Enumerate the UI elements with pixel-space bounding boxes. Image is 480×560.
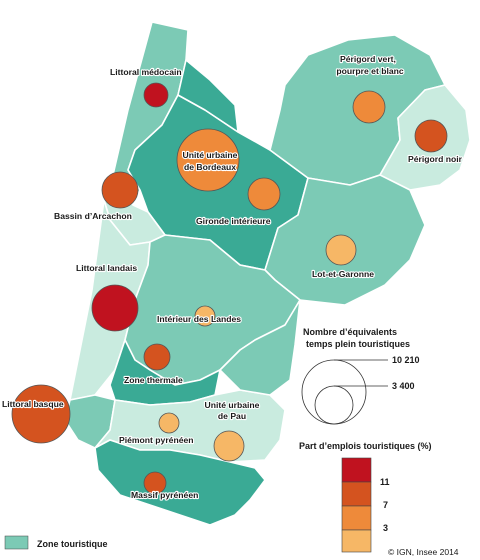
share-legend-swatch-low — [341, 529, 372, 553]
label-littoral-medocain: Littoral médocain — [110, 67, 182, 77]
bubble-littoral-landais — [91, 284, 139, 332]
label-littoral-landais: Littoral landais — [76, 263, 137, 273]
size-legend-big-circle — [301, 359, 367, 425]
bubble-pau — [213, 430, 245, 462]
zone-medoc-interior — [177, 59, 239, 133]
size-legend-small-circle — [314, 385, 354, 425]
share-legend-break-3: 3 — [383, 523, 388, 533]
bubble-piemont-pyreneen — [158, 412, 180, 434]
bubble-gironde-interieure — [247, 177, 281, 211]
bubble-interieur-landes — [194, 305, 216, 327]
label-pau-2: de Pau — [218, 411, 246, 421]
share-legend-break-7: 7 — [383, 500, 388, 510]
zone-legend: Zone touristique — [4, 535, 108, 550]
size-legend-title-1: Nombre d’équivalents — [303, 327, 397, 337]
size-legend: Nombre d’équivalents temps plein tourist… — [301, 327, 420, 425]
size-legend-small-value: 3 400 — [392, 381, 415, 391]
size-legend-big-value: 10 210 — [392, 355, 420, 365]
bubble-littoral-medocain — [143, 82, 169, 108]
bubble-bassin-arcachon — [101, 171, 139, 209]
bubbles — [11, 82, 448, 495]
bubble-bordeaux — [176, 128, 240, 192]
label-perigord-vert-2: pourpre et blanc — [336, 66, 404, 76]
label-massif-pyreneen: Massif pyrénéen — [131, 490, 198, 500]
label-lot-et-garonne: Lot-et-Garonne — [312, 269, 374, 279]
label-bassin-arcachon: Bassin d’Arcachon — [54, 211, 132, 221]
zone-legend-label: Zone touristique — [37, 539, 108, 549]
share-legend-title: Part d’emplois touristiques (%) — [299, 441, 432, 451]
bubble-perigord-noir — [414, 119, 448, 153]
share-legend: Part d’emplois touristiques (%) 11 7 3 — [299, 441, 432, 553]
bubble-littoral-basque — [11, 384, 71, 444]
share-legend-swatch-7 — [341, 481, 372, 507]
share-legend-swatch-3 — [341, 505, 372, 531]
share-legend-break-11: 11 — [380, 477, 390, 487]
share-legend-swatch-11 — [341, 457, 372, 483]
bubble-perigord-vert — [352, 90, 386, 124]
zone-massif-pyreneen — [94, 439, 266, 526]
bubble-lot-et-garonne — [325, 234, 357, 266]
label-perigord-noir: Périgord noir — [408, 154, 463, 164]
label-zone-thermale: Zone thermale — [124, 375, 183, 385]
label-piemont-pyreneen: Piémont pyrénéen — [119, 435, 194, 445]
label-bordeaux-1: Unité urbaine — [183, 150, 238, 160]
credit: © IGN, Insee 2014 — [388, 547, 459, 557]
zone-legend-swatch — [4, 535, 29, 550]
label-bordeaux-2: de Bordeaux — [184, 162, 236, 172]
region-labels: Littoral médocain Périgord vert, pourpre… — [1, 53, 464, 501]
bubble-massif-pyreneen — [143, 471, 167, 495]
bubble-zone-thermale — [143, 343, 171, 371]
label-perigord-vert-1: Périgord vert, — [340, 54, 396, 64]
label-interieur-landes: Intérieur des Landes — [157, 314, 241, 324]
size-legend-title-2: temps plein touristiques — [306, 339, 410, 349]
label-littoral-basque: Littoral basque — [2, 399, 64, 409]
label-gironde-interieure: Gironde intérieure — [196, 216, 271, 226]
label-pau-1: Unité urbaine — [205, 400, 260, 410]
zone-southeast — [219, 299, 301, 396]
